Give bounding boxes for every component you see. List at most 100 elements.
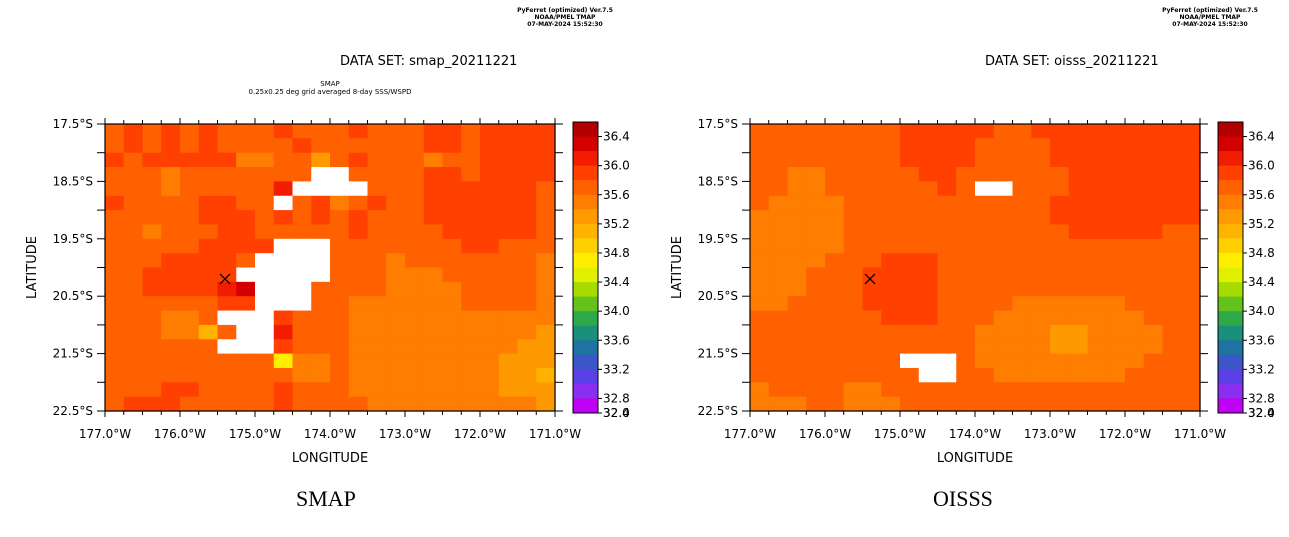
grid-cell	[423, 238, 444, 254]
grid-cell	[423, 382, 444, 398]
colorbar-segment	[573, 340, 598, 356]
grid-cell	[405, 224, 425, 240]
grid-cell	[142, 167, 162, 182]
grid-cell	[498, 195, 519, 211]
grid-cell	[461, 324, 481, 340]
grid-cell	[330, 353, 350, 369]
grid-cell	[423, 138, 444, 154]
grid-cell	[311, 367, 331, 383]
grid-cell	[217, 353, 237, 369]
grid-cell	[993, 267, 1014, 283]
grid-cell	[1068, 124, 1089, 139]
grid-cell	[806, 152, 826, 168]
grid-cell	[311, 382, 331, 398]
grid-cell	[161, 310, 181, 326]
grid-cell	[1050, 353, 1070, 369]
grid-cell	[750, 181, 770, 197]
grid-cell	[843, 210, 864, 226]
grid-cell	[480, 353, 500, 369]
grid-cell	[1068, 195, 1089, 211]
grid-cell	[480, 195, 500, 211]
grid-cell	[292, 124, 312, 139]
grid-cell	[442, 152, 462, 168]
colorbar-tick-label: 33.2	[603, 362, 630, 376]
grid-cell	[198, 281, 219, 297]
missing-cell	[273, 253, 294, 269]
grid-cell	[1087, 281, 1107, 297]
colorbar-tick-label: 32.4	[603, 406, 630, 420]
y-axis-label: LATITUDE	[25, 236, 40, 299]
grid-cell	[1143, 253, 1164, 269]
grid-cell	[1162, 253, 1182, 269]
grid-cell	[273, 367, 294, 383]
grid-cell	[937, 339, 957, 355]
grid-cell	[442, 167, 462, 182]
grid-cell	[123, 281, 144, 297]
grid-cell	[993, 210, 1014, 226]
missing-cell	[975, 181, 995, 197]
grid-cell	[787, 296, 807, 312]
grid-cell	[1125, 238, 1145, 254]
grid-cell	[1143, 267, 1164, 283]
grid-cell	[386, 195, 406, 211]
grid-cell	[292, 339, 312, 355]
grid-cell	[142, 281, 162, 297]
missing-cell	[255, 281, 275, 297]
grid-cell	[330, 396, 350, 412]
grid-cell	[236, 195, 256, 211]
grid-cell	[1031, 167, 1051, 182]
oisss-heatmap-chart: 17.5°S 18.5°S 19.5°S 20.5°S 21.5°S 22.5°S 177.…	[670, 117, 1275, 466]
grid-cell	[348, 138, 369, 154]
grid-cell	[937, 253, 957, 269]
grid-cell	[498, 339, 519, 355]
grid-cell	[918, 238, 939, 254]
grid-cell	[498, 253, 519, 269]
grid-cell	[461, 152, 481, 168]
grid-cell	[975, 281, 995, 297]
grid-cell	[405, 181, 425, 197]
grid-cell	[787, 124, 807, 139]
grid-cell	[442, 238, 462, 254]
grid-cell	[750, 210, 770, 226]
grid-cell	[236, 167, 256, 182]
grid-cell	[750, 195, 770, 211]
grid-cell	[881, 324, 901, 340]
grid-cell	[1125, 339, 1145, 355]
grid-cell	[862, 324, 882, 340]
grid-cell	[217, 224, 237, 240]
grid-cell	[123, 382, 144, 398]
grid-cell	[862, 238, 882, 254]
grid-cell	[367, 382, 387, 398]
missing-cell	[273, 195, 294, 211]
grid-cell	[1106, 124, 1126, 139]
grid-cell	[330, 124, 350, 139]
grid-cell	[517, 210, 537, 226]
grid-cell	[480, 267, 500, 283]
x-tick-label: 171.0°W	[1174, 427, 1226, 441]
grid-cell	[1125, 124, 1145, 139]
grid-cell	[273, 324, 294, 340]
grid-cell	[787, 367, 807, 383]
grid-cell	[956, 253, 976, 269]
colorbar-tick-label: 34.8	[603, 246, 630, 260]
x-tick-label: 177.0°W	[79, 427, 131, 441]
grid-cell	[367, 152, 387, 168]
y-tick-label: 21.5°S	[698, 347, 738, 361]
grid-cell	[956, 324, 976, 340]
grid-cell	[142, 367, 162, 383]
grid-cell	[255, 195, 275, 211]
colorbar-tick-label: 32.8	[1248, 391, 1275, 405]
grid-cell	[900, 267, 920, 283]
x-axis-label: LONGITUDE	[937, 451, 1013, 466]
grid-cell	[498, 124, 519, 139]
grid-cell	[768, 310, 789, 326]
grid-cell	[1087, 339, 1107, 355]
grid-cell	[1068, 339, 1089, 355]
grid-cell	[1031, 181, 1051, 197]
grid-cell	[255, 167, 275, 182]
grid-cell	[1050, 253, 1070, 269]
grid-cell	[1068, 396, 1089, 412]
grid-cell	[348, 224, 369, 240]
grid-cell	[1143, 238, 1164, 254]
grid-cell	[386, 339, 406, 355]
